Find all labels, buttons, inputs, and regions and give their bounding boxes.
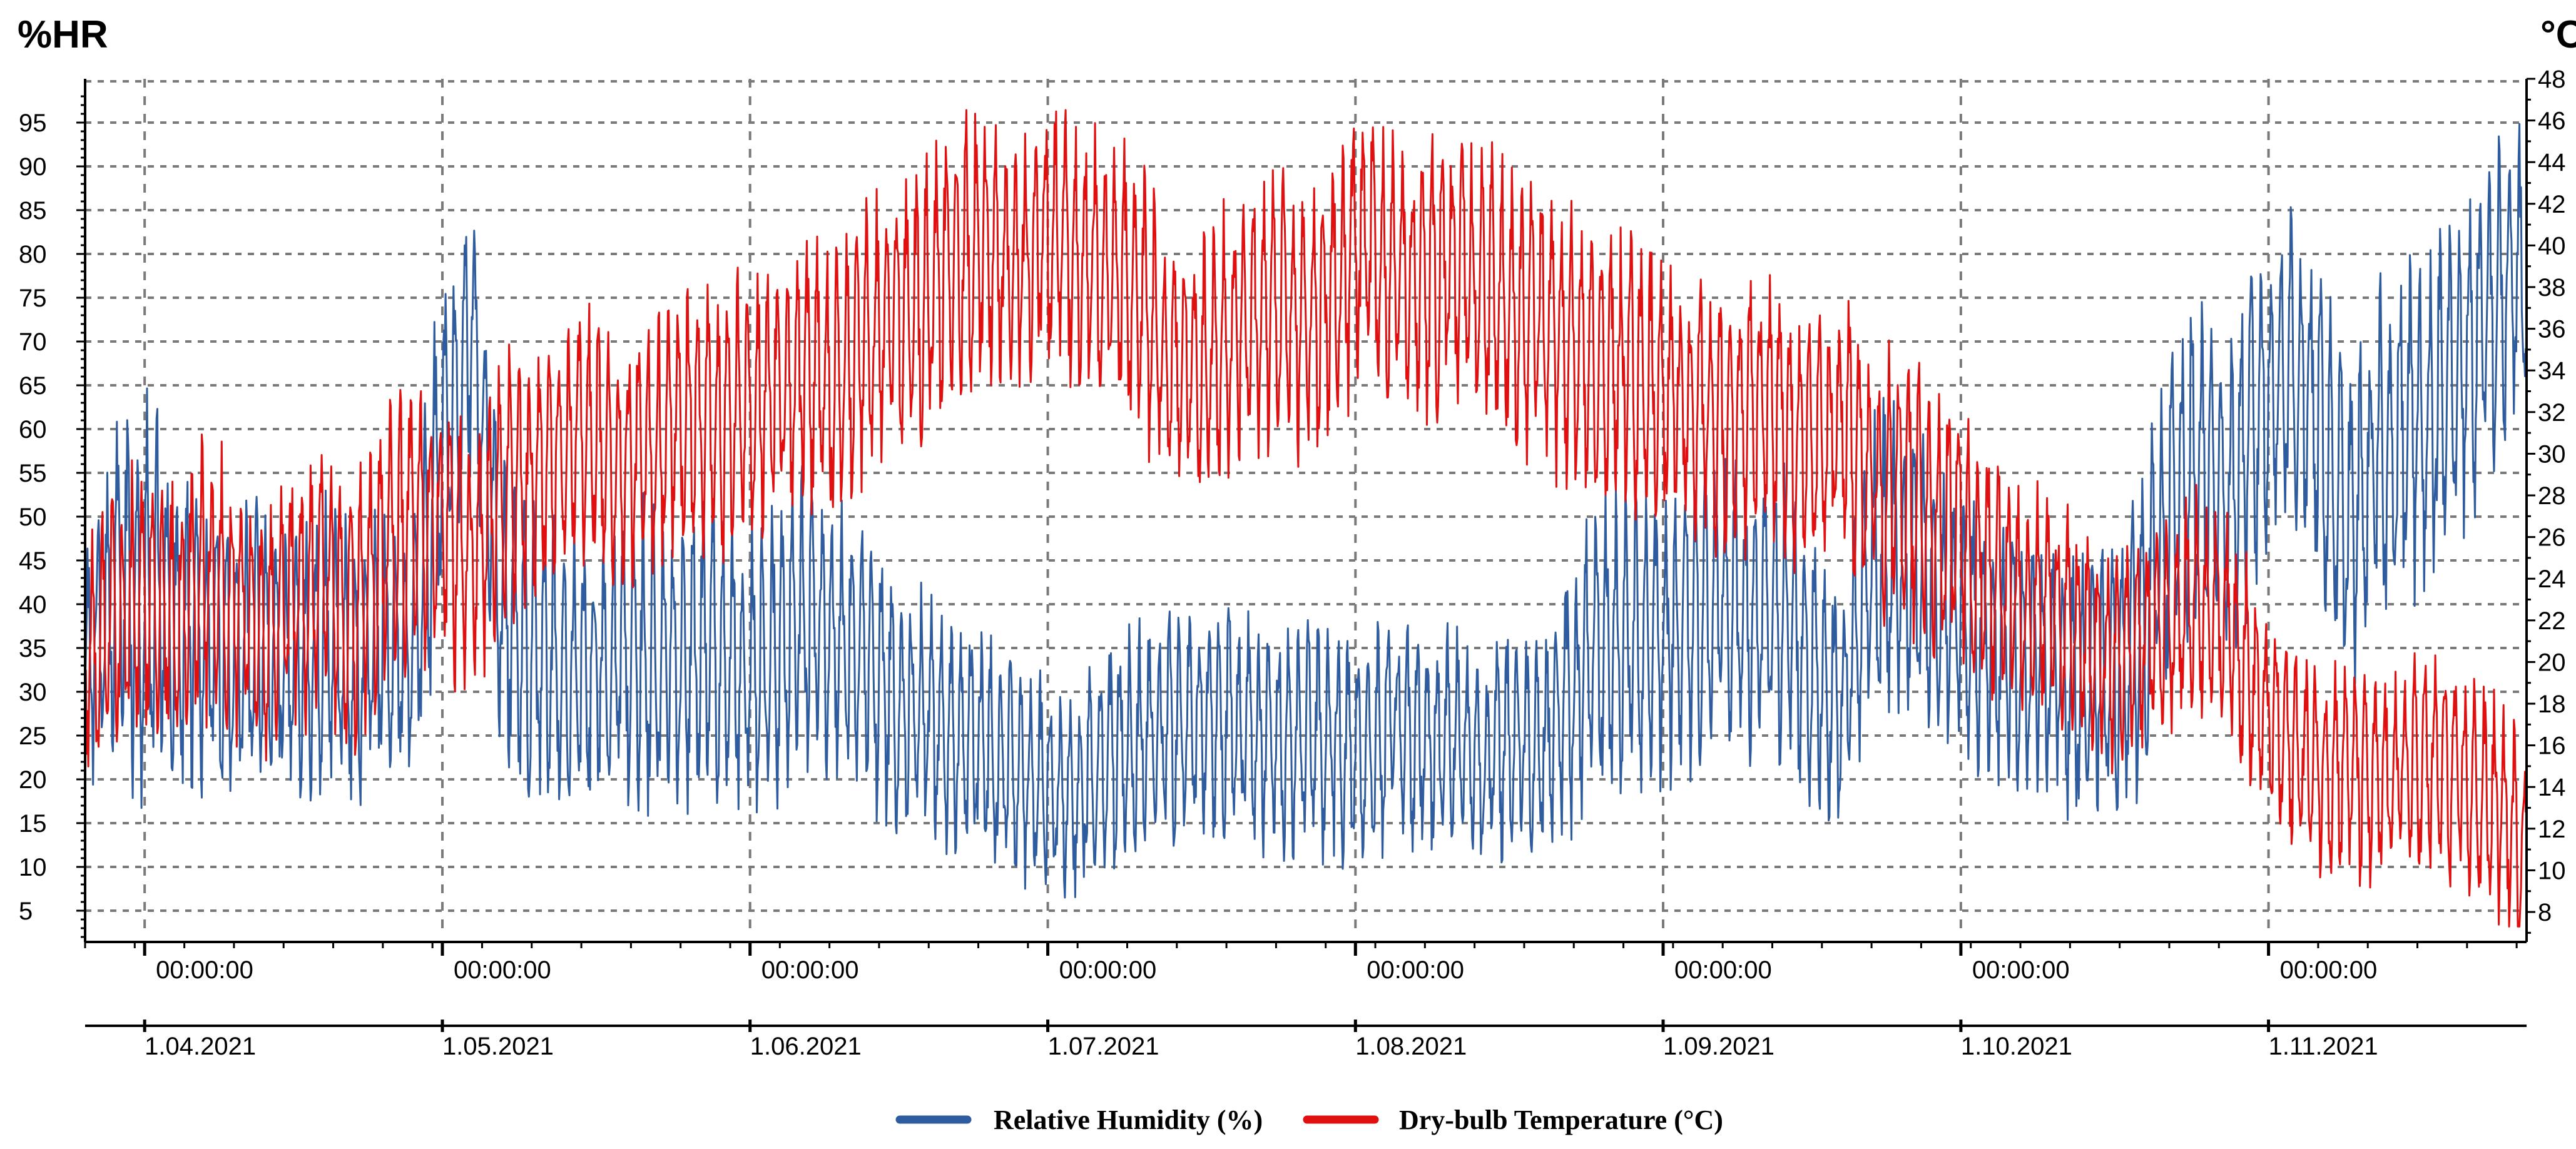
temperature-line <box>84 109 2527 928</box>
x-axis-date-label: 1.09.2021 <box>1663 1033 1774 1060</box>
right-axis-tick-label: 10 <box>2538 857 2566 884</box>
left-axis-tick-label: 30 <box>19 679 47 706</box>
left-axis-tick-label: 45 <box>19 547 47 575</box>
left-axis-tick-label: 40 <box>19 591 47 619</box>
right-axis-tick-label: 38 <box>2538 274 2566 301</box>
x-axis-time-label: 00:00:00 <box>1367 956 1464 984</box>
right-axis-tick-label: 22 <box>2538 607 2566 635</box>
left-axis-tick-label: 60 <box>19 416 47 443</box>
x-axis-time-label: 00:00:00 <box>2280 956 2378 984</box>
left-axis-tick-label: 90 <box>19 153 47 181</box>
left-axis-tick-label: 25 <box>19 722 47 750</box>
x-axis-date-label: 1.08.2021 <box>1355 1033 1467 1060</box>
left-axis-tick-label: 55 <box>19 460 47 487</box>
right-axis-tick-label: 48 <box>2538 66 2566 93</box>
x-axis-date-label: 1.10.2021 <box>1961 1033 2072 1060</box>
x-axis-time-label: 00:00:00 <box>1674 956 1772 984</box>
left-axis-tick-label: 65 <box>19 372 47 400</box>
relative-humidity-series <box>84 123 2527 899</box>
left-axis-tick-label: 75 <box>19 285 47 312</box>
right-axis-tick-label: 46 <box>2538 108 2566 135</box>
left-axis-tick-label: 5 <box>19 898 33 925</box>
x-axis-time-label: 00:00:00 <box>454 956 551 984</box>
left-axis-tick-label: 95 <box>19 109 47 137</box>
right-axis-tick-label: 40 <box>2538 232 2566 260</box>
right-axis-tick-label: 16 <box>2538 732 2566 760</box>
x-axis-time-label: 00:00:00 <box>1059 956 1157 984</box>
left-axis-unit-label: %HR <box>18 13 108 56</box>
right-axis-unit-label: °C <box>2540 13 2576 56</box>
left-axis-tick-label: 15 <box>19 810 47 838</box>
left-axis-ticks: 5 10 15 20 25 30 35 40 45 50 55 60 65 70 75 80 85 90 95 <box>19 95 85 938</box>
left-axis-tick-label: 35 <box>19 635 47 662</box>
right-axis-tick-label: 32 <box>2538 399 2566 427</box>
x-axis-date-label: 1.11.2021 <box>2269 1033 2378 1060</box>
x-axis-time-label: 00:00:00 <box>156 956 253 984</box>
left-axis-tick-label: 80 <box>19 241 47 268</box>
right-axis-tick-label: 24 <box>2538 565 2566 593</box>
left-axis-tick-label: 70 <box>19 328 47 356</box>
right-axis-ticks: 8 10 12 14 16 18 20 22 24 26 28 30 32 34 36 38 40 42 44 46 4… <box>2527 66 2566 934</box>
right-axis-tick-label: 18 <box>2538 691 2566 718</box>
temperature-series <box>84 109 2527 928</box>
right-axis-tick-label: 30 <box>2538 440 2566 468</box>
right-axis-tick-label: 28 <box>2538 482 2566 510</box>
right-axis-tick-label: 8 <box>2538 899 2552 926</box>
x-axis-date-label: 1.06.2021 <box>750 1033 862 1060</box>
x-axis-ticks: 00:00:00 1.04.2021 00:00:00 1.05.2021 00:00:… <box>84 942 2518 1060</box>
right-axis-tick-label: 34 <box>2538 357 2566 385</box>
x-axis-date-label: 1.07.2021 <box>1048 1033 1159 1060</box>
right-axis-tick-label: 14 <box>2538 774 2566 801</box>
right-axis-tick-label: 42 <box>2538 191 2566 218</box>
legend-label-relative-humidity: Relative Humidity (%) <box>994 1105 1263 1135</box>
left-axis-tick-label: 50 <box>19 504 47 531</box>
left-axis-tick-label: 20 <box>19 766 47 794</box>
relative-humidity-line <box>84 123 2527 899</box>
x-axis-time-label: 00:00:00 <box>1972 956 2070 984</box>
legend: Relative Humidity (%) Dry-bulb Temperatu… <box>895 1105 1723 1135</box>
right-axis-tick-label: 12 <box>2538 816 2566 843</box>
right-axis-tick-label: 36 <box>2538 316 2566 343</box>
right-axis-tick-label: 20 <box>2538 649 2566 676</box>
right-axis-tick-label: 44 <box>2538 149 2566 176</box>
legend-label-dry-bulb-temperature: Dry-bulb Temperature (°C) <box>1399 1105 1723 1135</box>
x-axis-date-label: 1.05.2021 <box>442 1033 554 1060</box>
left-axis-tick-label: 10 <box>19 854 47 881</box>
right-axis-tick-label: 26 <box>2538 524 2566 552</box>
x-axis-date-label: 1.04.2021 <box>145 1033 256 1060</box>
x-axis-time-label: 00:00:00 <box>761 956 859 984</box>
left-axis-tick-label: 85 <box>19 197 47 225</box>
